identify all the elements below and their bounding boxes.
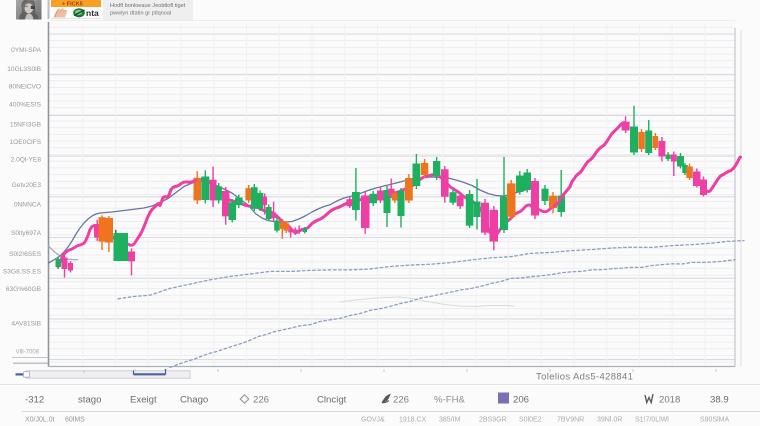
- svg-text:1OE0ClFS: 1OE0ClFS: [9, 139, 41, 146]
- svg-text:15NFI3GB: 15NFI3GB: [10, 122, 42, 129]
- svg-text:S0lty697A: S0lty697A: [11, 230, 42, 237]
- svg-text:S0l0E2: S0l0E2: [519, 417, 542, 424]
- svg-text:-312: -312: [25, 395, 44, 406]
- svg-text:Getv20E3: Getv20E3: [12, 182, 42, 189]
- svg-text:385/IM: 385/IM: [439, 417, 461, 424]
- svg-text:63G%60GB: 63G%60GB: [6, 286, 42, 293]
- svg-text:38.9: 38.9: [710, 395, 729, 406]
- svg-text:226: 226: [393, 395, 409, 406]
- svg-text:0YMl-SPA: 0YMl-SPA: [11, 47, 42, 54]
- svg-text:S0l2!6SES: S0l2!6SES: [9, 251, 41, 258]
- svg-text:7BV9NR: 7BV9NR: [557, 417, 584, 424]
- svg-text:+ FlCK5: + FlCK5: [62, 2, 83, 8]
- svg-text:Hodfl bonloeaue Jeobtlofl tige: Hodfl bonloeaue Jeobtlofl tiget: [110, 3, 186, 9]
- svg-text:39Nl.0R: 39Nl.0R: [597, 417, 622, 424]
- svg-text:0NNNCA: 0NNNCA: [14, 202, 42, 209]
- svg-text:80NElCVO: 80NElCVO: [9, 84, 41, 91]
- svg-text:stago: stago: [78, 395, 101, 406]
- svg-text:2BS9GR: 2BS9GR: [479, 417, 507, 424]
- svg-text:2.0Ql-YE8: 2.0Ql-YE8: [11, 157, 42, 164]
- svg-text:%-FH&: %-FH&: [434, 395, 466, 406]
- svg-text:Tolelios Ads5-428841: Tolelios Ads5-428841: [536, 372, 633, 383]
- svg-text:226: 226: [253, 395, 269, 406]
- svg-text:Clncigt: Clncigt: [317, 395, 347, 406]
- svg-text:nta: nta: [86, 8, 99, 18]
- svg-text:S1!7/0LlWl: S1!7/0LlWl: [635, 417, 669, 424]
- svg-text:60lMS: 60lMS: [65, 417, 85, 424]
- svg-text:X0/J0L.0t: X0/J0L.0t: [25, 417, 55, 424]
- svg-text:4AV81SlB: 4AV81SlB: [11, 321, 41, 328]
- svg-text:S90SlMA: S90SlMA: [700, 417, 730, 424]
- svg-text:GOVJ&: GOVJ&: [361, 417, 385, 424]
- svg-text:Chago: Chago: [180, 395, 208, 406]
- svg-text:pwwlyn dtatin gr ptlqnoal: pwwlyn dtatin gr ptlqnoal: [110, 11, 171, 17]
- svg-text:10GL3S0lB: 10GL3S0lB: [7, 66, 41, 73]
- svg-text:400%ES!S: 400%ES!S: [9, 102, 41, 109]
- svg-text:S3G8.SS.ES: S3G8.SS.ES: [3, 269, 42, 276]
- svg-text:1918.CX: 1918.CX: [399, 417, 427, 424]
- svg-text:2018: 2018: [659, 395, 680, 406]
- svg-text:Vlll-7008: Vlll-7008: [16, 350, 40, 356]
- svg-text:Exeigt: Exeigt: [130, 395, 157, 406]
- svg-text:206: 206: [513, 395, 529, 406]
